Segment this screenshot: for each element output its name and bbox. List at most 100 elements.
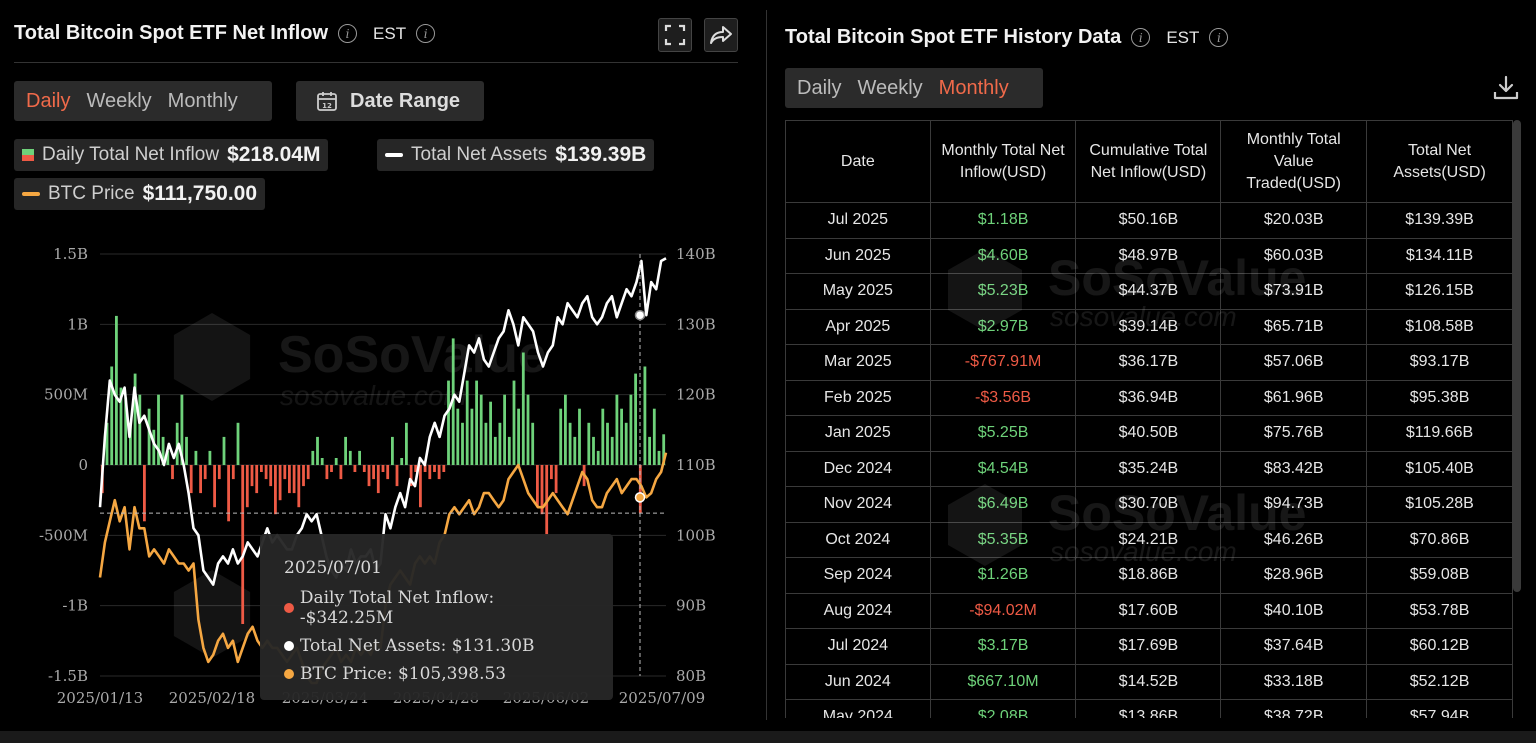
y-left-tick-label: 0	[78, 456, 88, 474]
inflow-bar	[391, 436, 394, 465]
inflow-bar	[311, 450, 315, 465]
cell-net-assets: $119.66B	[1366, 415, 1513, 452]
table-row[interactable]: Sep 2024 $1.26B $18.86B $28.96B $59.08B	[785, 557, 1513, 594]
col-value-traded[interactable]: Monthly Total Value Traded(USD)	[1220, 120, 1368, 203]
inflow-bar	[213, 465, 216, 508]
inflow-bar	[320, 458, 324, 465]
panel-divider	[766, 10, 767, 720]
cell-net-assets: $59.08B	[1366, 557, 1513, 594]
tooltip-btc-dot	[284, 669, 294, 679]
legend-btc-price[interactable]: BTC Price $111,750.00	[14, 178, 266, 210]
col-net-assets[interactable]: Total Net Assets(USD)	[1366, 120, 1513, 203]
table-info-icon[interactable]: i	[1131, 28, 1151, 47]
inflow-bar	[517, 408, 520, 465]
col-monthly-inflow[interactable]: Monthly Total Net Inflow(USD)	[929, 120, 1077, 203]
inflow-bar	[526, 394, 530, 465]
history-table-container[interactable]: Date Monthly Total Net Inflow(USD) Cumul…	[785, 120, 1513, 718]
horizontal-scrollbar[interactable]	[0, 731, 1536, 743]
y-right-tick-label: 100B	[676, 526, 716, 544]
table-tab-monthly[interactable]: Monthly	[938, 76, 1009, 99]
inflow-bar	[643, 366, 647, 465]
table-row[interactable]: Jun 2025 $4.60B $48.97B $60.03B $134.11B	[785, 237, 1513, 274]
date-range-button[interactable]: 12 Date Range	[296, 81, 484, 121]
date-range-label: Date Range	[350, 89, 461, 112]
table-scrollbar[interactable]	[1513, 120, 1521, 592]
watermark-brand: SoSoValue	[1048, 250, 1307, 306]
timezone-info-icon[interactable]: i	[416, 24, 436, 43]
legend-net-assets[interactable]: Total Net Assets $139.39B	[377, 139, 655, 171]
table-watermark-2: SoSoValue sosovalue.com	[940, 480, 1360, 580]
cell-date: Apr 2025	[785, 308, 931, 345]
col-cumulative-inflow[interactable]: Cumulative Total Net Inflow(USD)	[1075, 120, 1222, 203]
table-row[interactable]: Nov 2024$6.49B$30.70B$94.73B$105.28B	[785, 486, 1513, 523]
tab-daily[interactable]: Daily	[26, 89, 71, 112]
period-tabs: Daily Weekly Monthly	[14, 81, 272, 121]
inflow-bar	[245, 465, 249, 508]
table-row[interactable]: May 2025$5.23B$44.37B$73.91B$126.15B	[785, 273, 1513, 310]
legend-daily-inflow[interactable]: Daily Total Net Inflow $218.04M	[14, 139, 329, 171]
table-row[interactable]: Dec 2024 $4.54B $35.24B $83.42B $105.40B	[785, 450, 1513, 487]
inflow-bar	[559, 408, 563, 465]
inflow-bar	[110, 366, 114, 465]
inflow-bar	[143, 465, 146, 522]
table-row[interactable]: Aug 2024 -$94.02M $17.60B $40.10B $53.78B	[785, 592, 1513, 629]
inflow-bar	[325, 465, 329, 480]
cell-cumulative-inflow: $14.52B	[1075, 663, 1222, 700]
assets-legend-swatch	[385, 153, 403, 157]
inflow-bar	[414, 465, 418, 472]
cell-cumulative-inflow: $35.24B	[1075, 450, 1222, 487]
table-row[interactable]: Jun 2024 $667.10M $14.52B $33.18B $52.12B	[785, 663, 1513, 700]
table-row[interactable]: May 2024 $2.08B $13.86B $38.72B $57.94B	[785, 699, 1513, 718]
inflow-bar	[231, 465, 235, 480]
watermark-logo-icon	[948, 484, 1022, 566]
cell-date: Jan 2025	[785, 415, 931, 452]
inflow-bar	[133, 373, 137, 465]
inflow-bars	[100, 315, 666, 624]
inflow-bar	[222, 436, 226, 465]
inflow-bar	[423, 465, 427, 472]
tooltip-inflow-row: Daily Total Net Inflow: -$342.25M	[284, 588, 589, 628]
inflow-bar	[283, 465, 287, 480]
download-button[interactable]	[1492, 74, 1520, 107]
table-header-row: Date Monthly Total Net Inflow(USD) Cumul…	[785, 120, 1513, 203]
inflow-bar	[194, 450, 198, 465]
cell-cumulative-inflow: $36.17B	[1075, 344, 1222, 381]
cell-date: Nov 2024	[785, 486, 931, 523]
tab-weekly[interactable]: Weekly	[86, 89, 152, 112]
table-row[interactable]: Apr 2025 $2.97B $39.14B $65.71B $108.58B	[785, 308, 1513, 345]
inflow-bar	[386, 465, 390, 480]
cell-cumulative-inflow: $18.86B	[1075, 557, 1222, 594]
share-button[interactable]	[704, 18, 738, 52]
fullscreen-button[interactable]	[658, 18, 692, 52]
inflow-bar	[470, 408, 474, 465]
inflow-bar	[157, 394, 160, 465]
tab-monthly[interactable]: Monthly	[167, 89, 238, 112]
table-row[interactable]: Feb 2025 -$3.56B $36.94B $61.96B $95.38B	[785, 379, 1513, 416]
tooltip-date: 2025/07/01	[284, 558, 382, 578]
table-tab-daily[interactable]: Daily	[797, 76, 842, 99]
table-timezone-info-icon[interactable]: i	[1209, 28, 1229, 47]
inflow-bar	[119, 387, 123, 465]
table-row[interactable]: Jul 2024 $3.17B $17.69B $37.64B $60.12B	[785, 628, 1513, 665]
table-row[interactable]: Jul 2025 $1.18B $50.16B $20.03B $139.39B	[785, 202, 1513, 239]
cell-net-assets: $53.78B	[1366, 592, 1513, 629]
col-date[interactable]: Date	[785, 120, 931, 203]
table-row[interactable]: Mar 2025 -$767.91M $36.17B $57.06B $93.17B	[785, 344, 1513, 381]
cell-monthly-inflow: $5.23B	[929, 273, 1077, 310]
inflow-bar	[507, 436, 511, 465]
info-icon[interactable]: i	[338, 24, 358, 43]
cell-monthly-inflow: $2.08B	[929, 699, 1077, 718]
table-row[interactable]: Jan 2025 $5.25B $40.50B $75.76B $119.66B	[785, 415, 1513, 452]
cell-value-traded: $61.96B	[1220, 379, 1368, 416]
cell-date: Feb 2025	[785, 379, 931, 416]
tooltip-btc: BTC Price: $105,398.53	[300, 664, 507, 684]
cell-monthly-inflow: $667.10M	[929, 663, 1077, 700]
cell-monthly-inflow: $5.35B	[929, 521, 1077, 558]
watermark-url: sosovalue.com	[280, 380, 467, 411]
y-right-tick-label: 110B	[676, 456, 716, 474]
table-tab-weekly[interactable]: Weekly	[857, 76, 923, 99]
legend-btc-value: $111,750.00	[142, 182, 258, 205]
inflow-bar	[493, 436, 497, 465]
y-right-tick-label: 130B	[676, 315, 716, 333]
cell-date: Jul 2025	[785, 202, 931, 239]
